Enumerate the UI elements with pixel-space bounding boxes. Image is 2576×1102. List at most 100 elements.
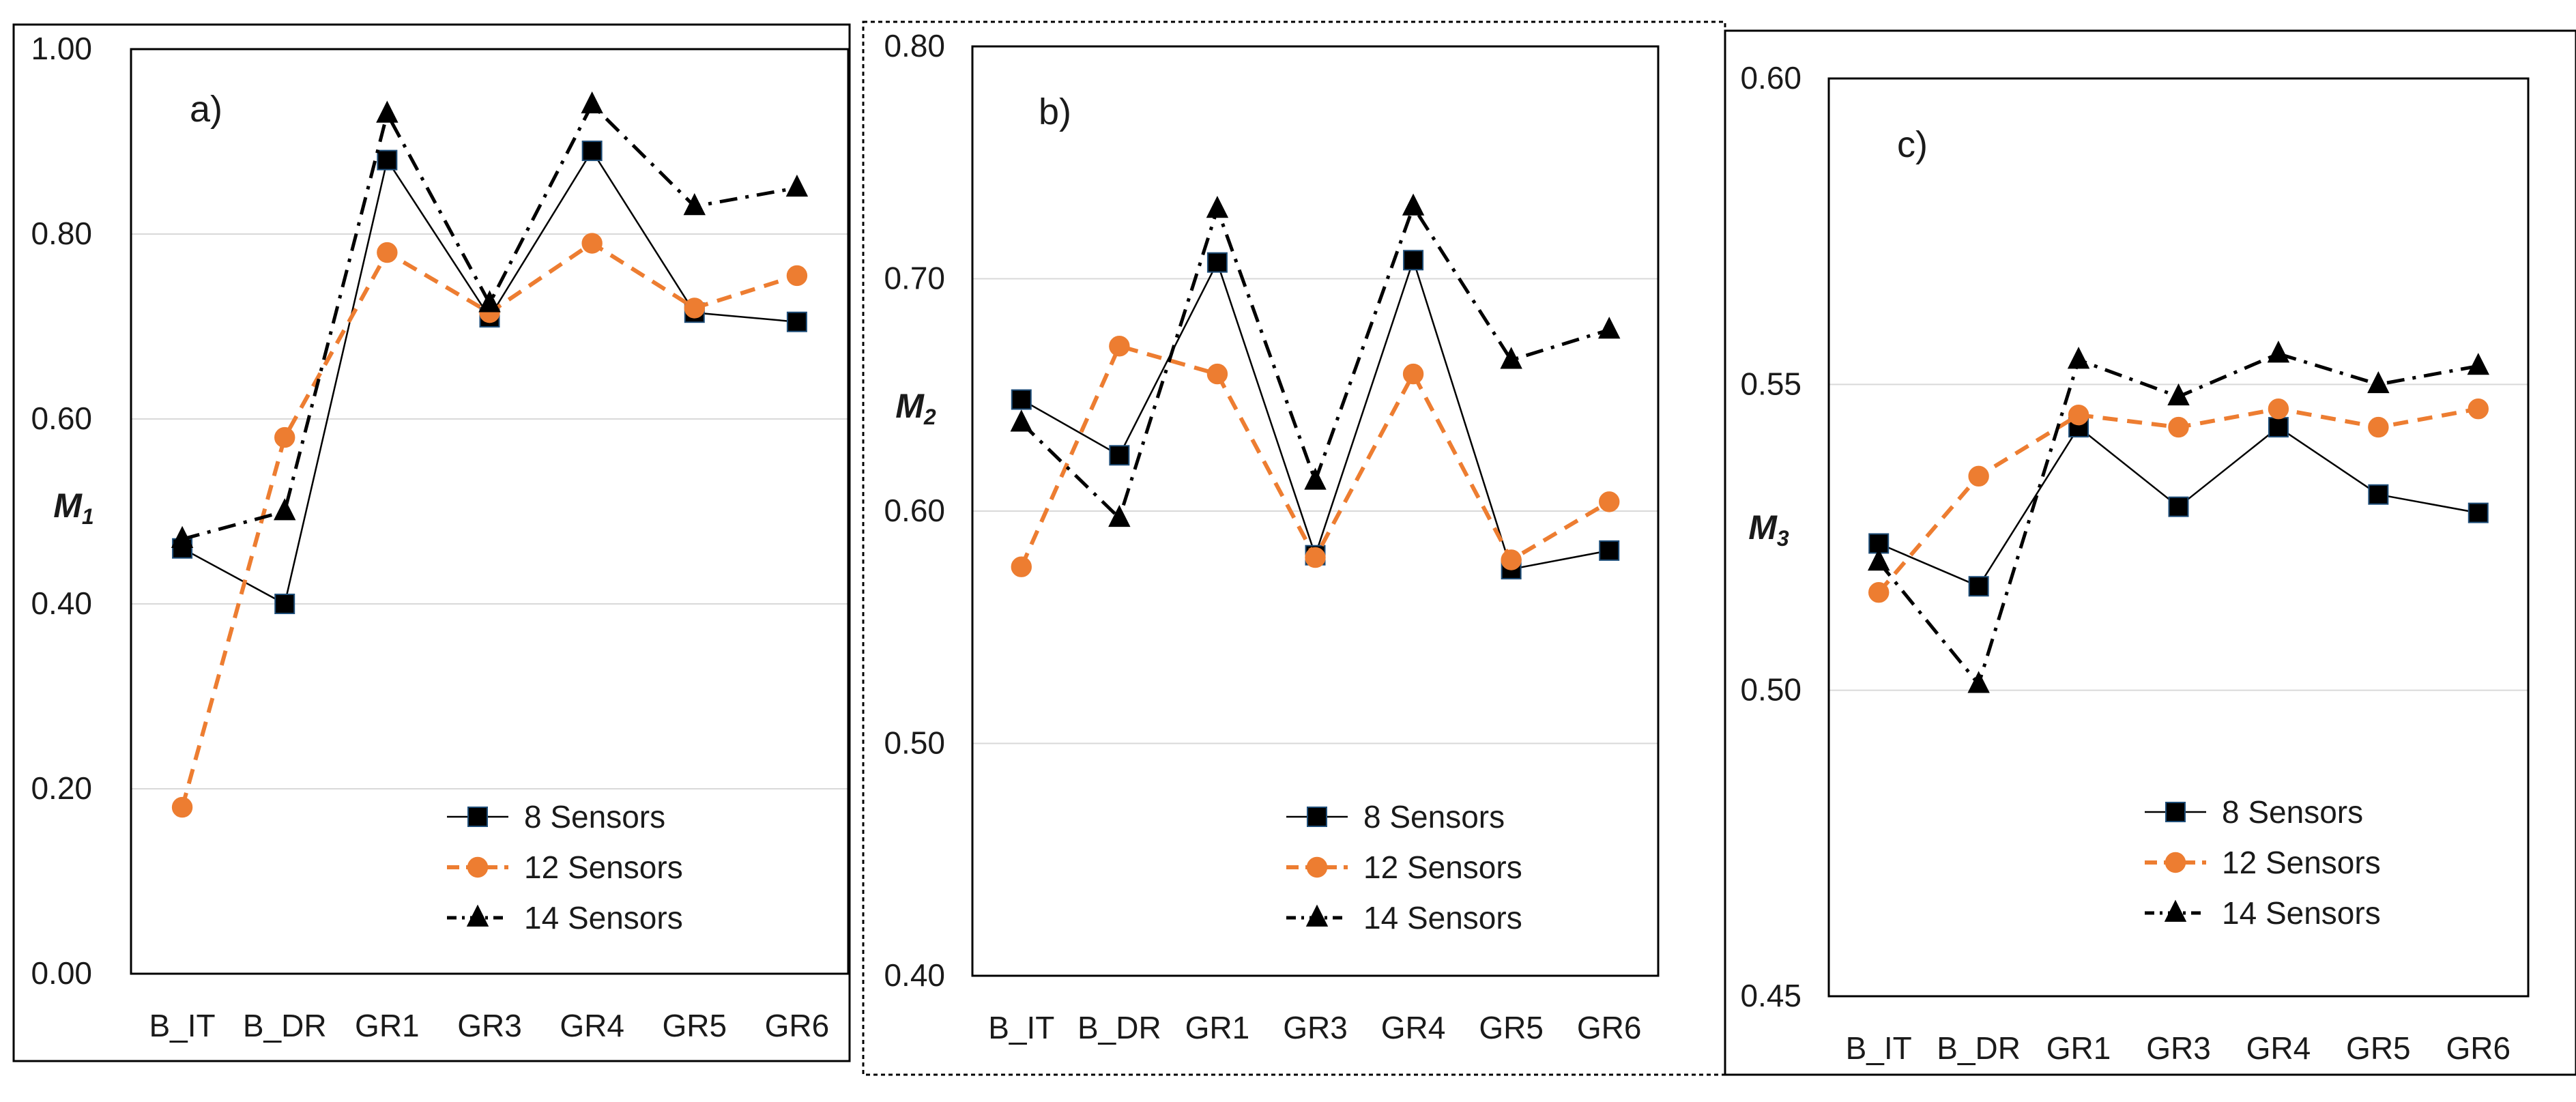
data-point-series-3	[581, 91, 603, 114]
y-axis-label: M2	[895, 387, 936, 429]
legend-label: 14 Sensors	[1363, 900, 1522, 936]
plot-area	[971, 45, 1660, 977]
panel-label: a)	[190, 89, 222, 130]
legend-marker	[467, 856, 489, 878]
y-tick-label: 0.50	[1740, 672, 1801, 708]
legend-label: 12 Sensors	[1363, 850, 1522, 885]
x-tick-label: GR6	[765, 1008, 830, 1043]
data-point-series-1	[1599, 540, 1620, 561]
y-axis-label-main: M	[1748, 508, 1778, 547]
x-tick-label: GR3	[457, 1008, 522, 1043]
data-point-series-2	[1109, 336, 1130, 357]
legend-label: 14 Sensors	[524, 900, 683, 936]
y-axis-label-subscript: 2	[923, 405, 936, 429]
data-point-series-3	[1967, 671, 1990, 693]
y-tick-label: 0.45	[1740, 978, 1801, 1013]
y-axis-label-subscript: 3	[1777, 526, 1789, 551]
data-point-series-1	[1206, 252, 1228, 273]
x-tick-label: B_IT	[149, 1008, 215, 1043]
legend-label: 12 Sensors	[524, 850, 683, 885]
x-tick-label: GR3	[1283, 1010, 1348, 1045]
x-tick-label: B_DR	[1937, 1030, 2021, 1066]
legend-marker	[467, 807, 488, 827]
y-tick-label: 0.60	[884, 493, 945, 528]
legend-label: 8 Sensors	[524, 799, 665, 835]
legend-marker	[466, 904, 489, 927]
data-point-series-3	[1304, 467, 1327, 490]
y-axis-label-subscript: 1	[82, 504, 94, 529]
data-point-series-2	[2068, 404, 2089, 426]
data-point-series-1	[274, 594, 295, 614]
x-tick-label: GR3	[2146, 1030, 2211, 1066]
x-tick-label: B_IT	[1846, 1030, 1912, 1066]
y-axis-label: M3	[1748, 508, 1789, 551]
data-point-series-2	[2468, 398, 2489, 420]
legend-marker	[1306, 856, 1328, 878]
data-point-series-2	[377, 242, 398, 263]
data-point-series-2	[2368, 416, 2389, 438]
x-tick-label: GR1	[2046, 1030, 2111, 1066]
chart-panel-3: 0.45 0.50 0.55 0.60 B_IT B_DR GR1 GR3 GR4 GR5 GR6 M…	[1740, 60, 2530, 1066]
y-tick-label: 0.50	[884, 725, 945, 761]
data-point-series-1	[2468, 502, 2489, 523]
y-tick-label: 0.80	[31, 216, 92, 251]
y-tick-label: 0.55	[1740, 366, 1801, 401]
x-tick-label: GR1	[355, 1008, 420, 1043]
x-tick-label: GR5	[1479, 1010, 1544, 1045]
legend: 8 Sensors 12 Sensors 14 Sensors	[447, 799, 683, 936]
data-point-series-3	[2067, 347, 2090, 369]
panel-label: b)	[1039, 91, 1071, 132]
data-point-series-2	[171, 796, 193, 818]
x-tick-label: GR6	[2446, 1030, 2510, 1066]
data-point-series-2	[1868, 582, 1890, 603]
y-tick-label: 1.00	[31, 31, 92, 66]
data-point-series-2	[2168, 416, 2189, 438]
x-tick-label: B_DR	[1077, 1010, 1161, 1045]
data-point-series-3	[1598, 317, 1621, 339]
data-point-series-3	[2167, 383, 2190, 406]
y-tick-label: 0.60	[1740, 60, 1801, 96]
data-point-series-1	[1109, 445, 1130, 466]
y-tick-label: 0.60	[31, 401, 92, 436]
chart-panel-1: 0.00 0.20 0.40 0.60 0.80 1.00 B_IT B_DR GR1 GR3 GR…	[31, 31, 850, 1043]
data-point-series-3	[274, 498, 296, 521]
data-point-series-1	[2268, 417, 2289, 438]
data-point-series-3	[171, 525, 194, 548]
data-point-series-3	[1500, 347, 1522, 369]
y-axis-label-main: M	[895, 387, 925, 425]
y-tick-label: 0.40	[884, 957, 945, 993]
y-tick-label: 0.80	[884, 28, 945, 63]
data-point-series-2	[1968, 465, 1989, 487]
data-point-series-3	[1402, 193, 1425, 216]
data-point-series-3	[683, 193, 706, 216]
data-point-series-1	[581, 141, 603, 162]
plot-area	[130, 48, 850, 975]
chart-panel-2: 0.40 0.50 0.60 0.70 0.80 B_IT B_DR GR1 GR3 GR4 GR5…	[884, 28, 1660, 1045]
data-point-series-3	[2267, 340, 2290, 363]
x-tick-label: GR4	[2246, 1030, 2311, 1066]
legend-marker	[2164, 899, 2187, 922]
data-point-series-2	[1206, 363, 1228, 385]
data-point-series-2	[581, 233, 603, 254]
data-point-series-3	[2467, 353, 2489, 375]
y-tick-label: 0.40	[31, 585, 92, 621]
data-point-series-1	[377, 149, 398, 171]
data-point-series-3	[1010, 409, 1032, 432]
y-axis-label: M1	[53, 487, 93, 529]
data-point-series-1	[2168, 496, 2189, 517]
data-point-series-3	[478, 290, 501, 313]
y-tick-label: 0.70	[884, 261, 945, 296]
data-point-series-1	[2368, 484, 2389, 505]
x-tick-label: GR4	[560, 1008, 624, 1043]
data-point-series-2	[1011, 556, 1032, 577]
data-point-series-2	[2268, 398, 2289, 420]
data-point-series-3	[2367, 371, 2390, 394]
data-point-series-3	[376, 100, 399, 123]
data-point-series-2	[1599, 491, 1620, 512]
data-point-series-3	[1206, 196, 1229, 218]
data-point-series-2	[274, 426, 295, 448]
x-tick-label: GR5	[662, 1008, 727, 1043]
data-point-series-2	[786, 265, 808, 287]
